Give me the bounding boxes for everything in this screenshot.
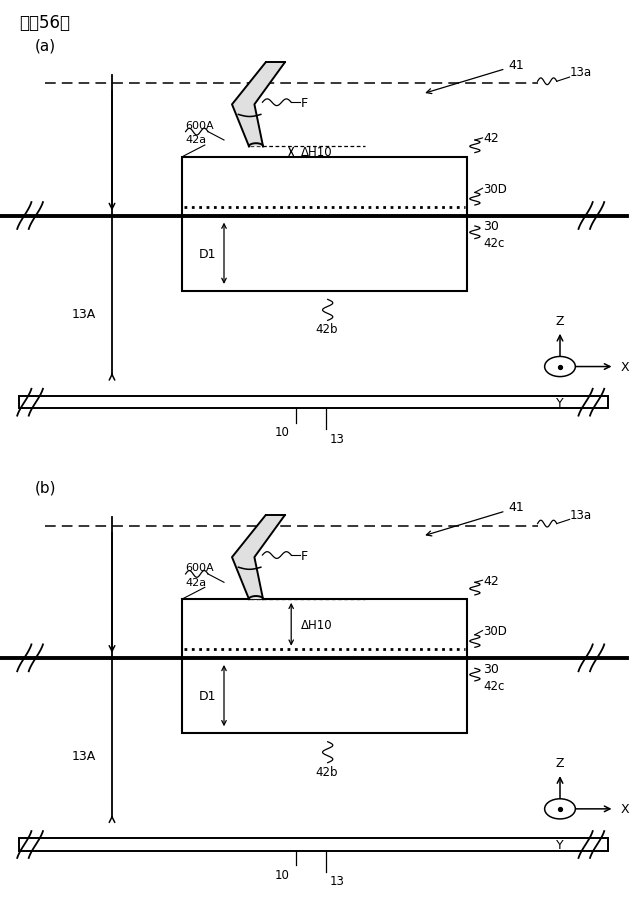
Text: 42a: 42a	[186, 577, 207, 587]
Text: 13A: 13A	[72, 749, 96, 762]
Circle shape	[545, 799, 575, 819]
Circle shape	[545, 357, 575, 377]
Text: 13a: 13a	[570, 508, 592, 521]
Text: 30D: 30D	[483, 182, 507, 196]
Text: ΔH10: ΔH10	[301, 618, 332, 631]
Text: 『図56』: 『図56』	[19, 14, 70, 32]
Text: 13: 13	[330, 432, 344, 445]
Text: 30D: 30D	[483, 624, 507, 638]
Text: 10: 10	[275, 867, 289, 881]
Text: 30: 30	[483, 662, 499, 675]
Text: 42c: 42c	[483, 237, 504, 250]
Text: (b): (b)	[35, 480, 57, 495]
Text: F: F	[301, 97, 308, 109]
Text: F: F	[301, 549, 308, 562]
Bar	[182, 599, 467, 733]
Text: 13: 13	[330, 874, 344, 887]
Bar	[19, 396, 608, 409]
Text: 42b: 42b	[315, 765, 338, 778]
Bar	[182, 158, 467, 292]
Text: ΔH10: ΔH10	[301, 146, 332, 159]
Text: 42c: 42c	[483, 679, 504, 691]
Text: 600A: 600A	[186, 120, 214, 130]
Text: 41: 41	[509, 59, 525, 72]
Polygon shape	[232, 516, 285, 599]
Bar	[19, 838, 608, 851]
Text: 42b: 42b	[315, 323, 338, 336]
Text: 41: 41	[509, 501, 525, 514]
Text: D1: D1	[199, 690, 216, 702]
Text: X: X	[621, 803, 629, 815]
Text: 13A: 13A	[72, 307, 96, 320]
Text: 42: 42	[483, 574, 499, 587]
Text: 30: 30	[483, 220, 499, 233]
Text: 600A: 600A	[186, 562, 214, 572]
Text: 10: 10	[275, 425, 289, 439]
Text: 42: 42	[483, 132, 499, 145]
Text: Z: Z	[556, 756, 564, 769]
Text: X: X	[621, 361, 629, 374]
Text: Y: Y	[556, 838, 564, 851]
Polygon shape	[232, 63, 285, 147]
Text: Y: Y	[556, 396, 564, 409]
Text: 13a: 13a	[570, 67, 592, 79]
Text: Z: Z	[556, 314, 564, 327]
Text: 42a: 42a	[186, 135, 207, 145]
Text: (a): (a)	[35, 38, 56, 53]
Text: D1: D1	[199, 248, 216, 261]
